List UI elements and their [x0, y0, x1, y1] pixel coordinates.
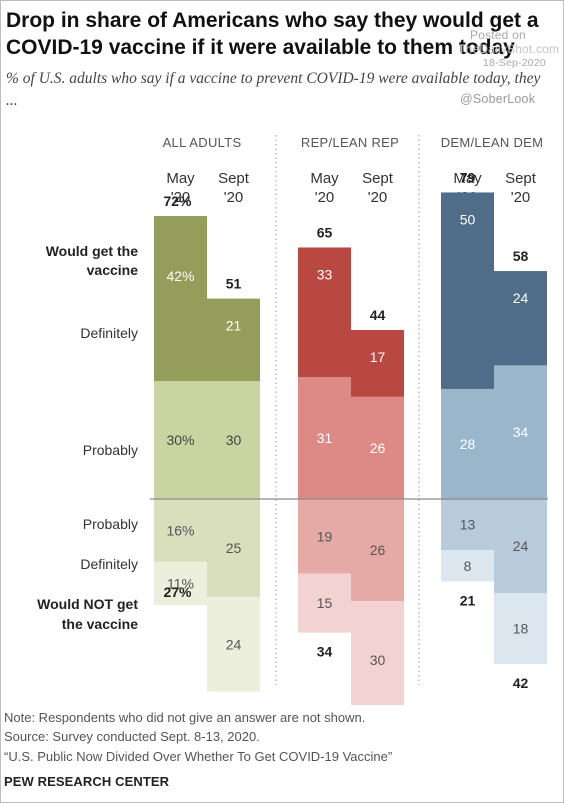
bar-probably-not: [298, 499, 351, 574]
segment-label-definitely-not: 18: [513, 621, 529, 637]
total-would-not-label: 34: [317, 644, 333, 660]
segment-label-probably-get: 30%: [166, 432, 194, 448]
total-would-get-label: 51: [226, 276, 242, 292]
bar-probably-not: [154, 499, 207, 562]
segment-label-definitely-not: 24: [226, 636, 242, 652]
segment-label-probably-not: 16%: [166, 522, 194, 538]
watermark-posted-on: Posted on: [470, 28, 526, 42]
row-label-would-get: Would get the vaccine: [46, 243, 139, 278]
watermark-handle: @SoberLook: [460, 92, 536, 106]
total-would-get-label: 44: [370, 307, 386, 323]
segment-label-definitely-get: 33: [317, 266, 333, 282]
segment-label-definitely-not: 30: [370, 652, 386, 668]
bar-probably-not: [351, 499, 404, 602]
period-label: Sept '20: [505, 170, 537, 206]
group-header: ALL ADULTS: [163, 135, 242, 150]
row-label-definitely-not: Definitely: [80, 556, 138, 572]
segment-label-probably-get: 28: [460, 436, 476, 452]
segment-label-definitely-not: 15: [317, 595, 333, 611]
segment-label-probably-not: 24: [513, 538, 529, 554]
total-would-get-label: 72%: [163, 193, 192, 209]
total-would-not-label: 21: [460, 593, 476, 609]
bar-probably-not: [207, 499, 260, 598]
group-header: DEM/LEAN DEM: [441, 135, 544, 150]
bar-probably-get: [298, 377, 351, 499]
total-would-not-label: 27%: [163, 584, 192, 600]
segment-label-definitely-get: 24: [513, 290, 529, 306]
watermark-date: 18-Sep-2020: [483, 57, 546, 69]
chart-subtitle: % of U.S. adults who say if a vaccine to…: [6, 70, 541, 109]
row-label-would-not: Would NOT get the vaccine: [37, 596, 138, 632]
bar-probably-get: [351, 396, 404, 499]
period-label: Sept '20: [362, 170, 394, 206]
bar-definitely-not: [351, 601, 404, 705]
diverging-bar-chart: ALL ADULTS May '20 Sept '20 REP/LEAN REP May '2…: [37, 135, 548, 705]
bar-definitely-get: [298, 247, 351, 378]
bar-definitely-get: [351, 330, 404, 397]
pew-research-center-logo: PEW RESEARCH CENTER: [4, 774, 170, 789]
segment-label-definitely-not: 11%: [167, 575, 194, 591]
footer-source: Source: Survey conducted Sept. 8-13, 202…: [4, 729, 260, 744]
segment-label-probably-get: 30: [226, 432, 242, 448]
total-would-get-label: 79: [460, 169, 476, 185]
footer-report-title: “U.S. Public Now Divided Over Whether To…: [4, 749, 393, 764]
footer-note: Note: Respondents who did not give an an…: [4, 710, 366, 725]
segment-label-probably-not: 26: [370, 542, 386, 558]
bar-definitely-get: [494, 271, 547, 366]
chart-title: Drop in share of Americans who say they …: [6, 9, 539, 59]
group-header: REP/LEAN REP: [301, 135, 399, 150]
bar-probably-not: [494, 499, 547, 594]
bar-probably-get: [207, 381, 260, 499]
segment-label-definitely-get: 21: [226, 318, 242, 334]
bar-definitely-get: [154, 216, 207, 382]
bar-definitely-not: [494, 593, 547, 665]
watermark-site: TheDailyShot.com: [458, 42, 560, 56]
row-label-probably-get: Probably: [83, 442, 138, 458]
total-would-not-label: 42: [513, 675, 529, 691]
bar-probably-get: [154, 381, 207, 499]
total-would-get-label: 58: [513, 248, 529, 264]
bar-definitely-not: [441, 550, 494, 582]
total-would-not-label: 49: [226, 703, 242, 705]
segment-label-probably-not: 13: [460, 517, 476, 533]
row-label-probably-not: Probably: [83, 516, 138, 532]
segment-label-definitely-get: 42%: [166, 268, 194, 284]
bar-definitely-get: [207, 298, 260, 382]
segment-label-probably-get: 31: [317, 430, 333, 446]
segment-label-definitely-not: 8: [464, 558, 472, 574]
segment-label-definitely-get: 17: [370, 349, 386, 365]
period-label: May'20: [166, 170, 195, 206]
row-label-definitely-get: Definitely: [80, 325, 138, 341]
bar-probably-get: [441, 388, 494, 499]
segment-label-probably-not: 25: [226, 540, 242, 556]
total-would-get-label: 65: [317, 224, 333, 240]
bar-definitely-not: [298, 573, 351, 633]
segment-label-probably-get: 34: [513, 424, 529, 440]
segment-label-probably-not: 19: [317, 528, 333, 544]
bar-definitely-not: [207, 597, 260, 692]
segment-label-definitely-get: 50: [460, 211, 476, 227]
bar-definitely-not: [154, 561, 207, 606]
period-label: May'20: [310, 170, 339, 206]
segment-label-probably-get: 26: [370, 440, 386, 456]
bar-probably-not: [441, 499, 494, 551]
bar-definitely-get: [441, 192, 494, 389]
period-label: Sept '20: [218, 170, 250, 206]
bar-probably-get: [494, 365, 547, 499]
